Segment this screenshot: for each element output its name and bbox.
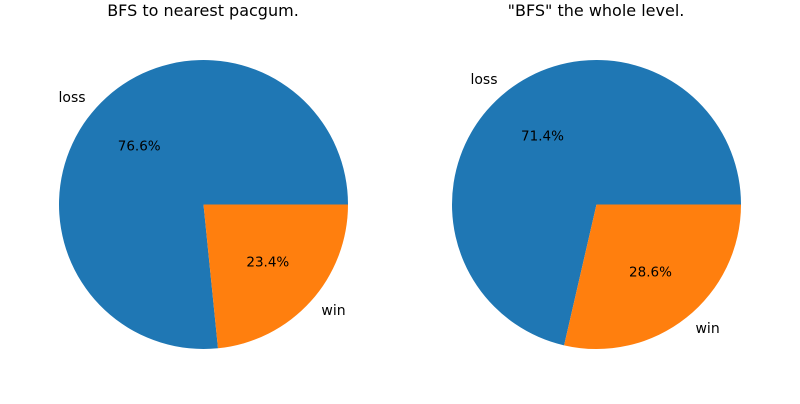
- pie-chart-bfs-whole-level: "BFS" the whole level. loss 71.4% win 28.6%: [452, 1, 741, 349]
- slice-percent-loss: 71.4%: [521, 129, 564, 145]
- slice-label-win: win: [321, 303, 345, 319]
- chart-title: "BFS" the whole level.: [508, 1, 685, 20]
- slice-percent-win: 28.6%: [629, 264, 672, 280]
- pie-slice-loss: [452, 59, 741, 346]
- chart-title: BFS to nearest pacgum.: [107, 1, 299, 20]
- slice-label-loss: loss: [59, 90, 86, 106]
- slice-percent-loss: 76.6%: [118, 138, 161, 154]
- pie-slice-win: [564, 204, 741, 349]
- pie-labels: loss 76.6% win 23.4%: [59, 90, 346, 319]
- slice-label-win: win: [695, 321, 719, 337]
- pie-slice-win: [203, 204, 348, 349]
- slice-label-loss: loss: [470, 72, 497, 88]
- pie-slices: [452, 59, 741, 349]
- pie-labels: loss 71.4% win 28.6%: [470, 72, 719, 337]
- pie-slices: [59, 60, 348, 350]
- slice-percent-win: 23.4%: [246, 255, 289, 271]
- pie-slice-loss: [59, 60, 348, 350]
- pie-chart-bfs-nearest: BFS to nearest pacgum. loss 76.6% win 23.4%: [59, 1, 348, 350]
